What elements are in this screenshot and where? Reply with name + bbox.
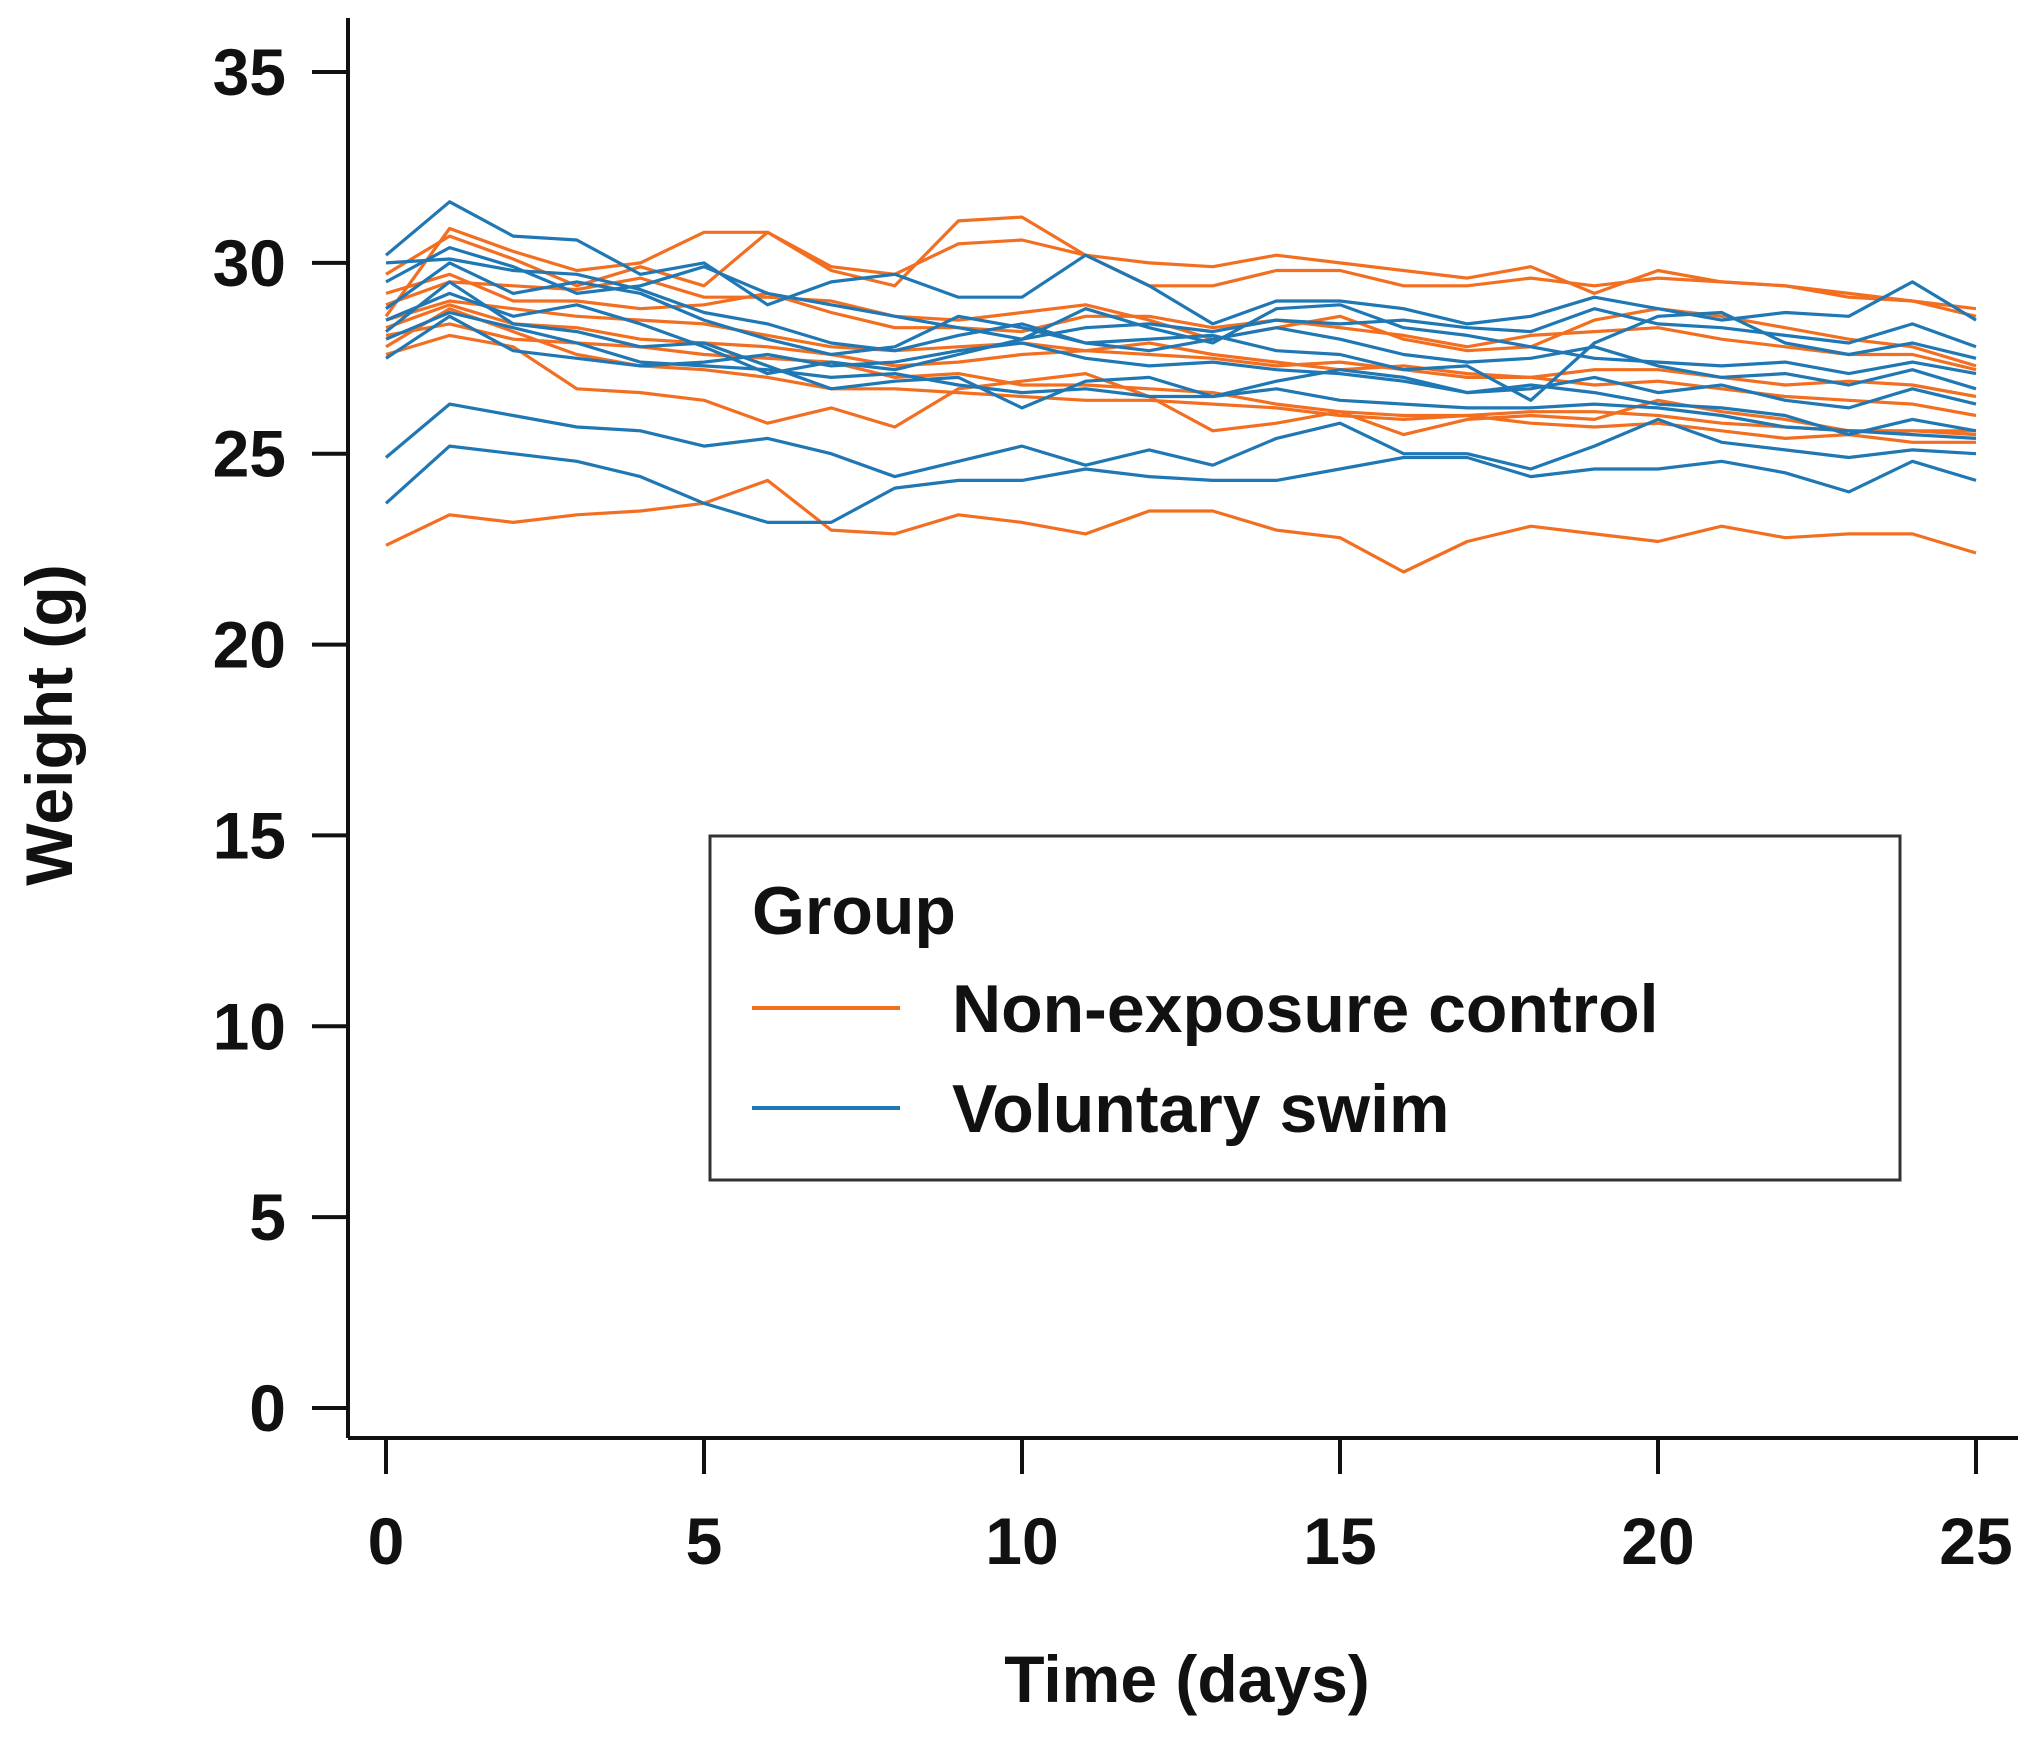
x-tick-label-15: 15 xyxy=(1303,1504,1376,1578)
x-tick-label-0: 0 xyxy=(368,1504,405,1578)
series-line-voluntary-swim-14 xyxy=(385,246,1977,349)
series-line-voluntary-swim-15 xyxy=(385,261,1977,391)
x-axis-title: Time (days) xyxy=(1004,1642,1370,1716)
series-line-voluntary-swim-16 xyxy=(385,280,1977,410)
y-tick-label-15: 15 xyxy=(213,798,286,872)
x-tick-label-10: 10 xyxy=(985,1504,1058,1578)
series-line-non-exposure-control-1 xyxy=(385,478,1977,574)
series-line-voluntary-swim-18 xyxy=(385,310,1977,440)
series-line-voluntary-swim-19 xyxy=(385,291,1977,376)
series-line-voluntary-swim-13 xyxy=(384,200,1977,326)
y-tick-label-10: 10 xyxy=(213,989,286,1063)
series-line-non-exposure-control-6 xyxy=(385,299,1977,399)
series-line-voluntary-swim-20 xyxy=(385,257,1977,402)
series-line-non-exposure-control-2 xyxy=(385,333,1977,437)
y-tick-label-20: 20 xyxy=(213,608,286,682)
series-line-voluntary-swim-12 xyxy=(384,402,1977,479)
x-tick-label-5: 5 xyxy=(686,1504,723,1578)
series-line-voluntary-swim-11 xyxy=(384,444,1977,525)
legend-title: Group xyxy=(752,873,956,949)
series-lines xyxy=(384,200,1977,574)
y-axis-title: Weight (g) xyxy=(12,564,86,885)
y-tick-label-0: 0 xyxy=(249,1371,286,1445)
legend-label-voluntary-swim: Voluntary swim xyxy=(952,1071,1450,1147)
x-tick-label-25: 25 xyxy=(1939,1504,2012,1578)
series-line-non-exposure-control-9 xyxy=(385,272,1977,372)
y-tick-label-5: 5 xyxy=(249,1180,286,1254)
legend: Group Non-exposure control Voluntary swi… xyxy=(708,834,1902,1182)
legend-label-non-exposure-control: Non-exposure control xyxy=(952,971,1659,1047)
x-tick-label-20: 20 xyxy=(1621,1504,1694,1578)
series-line-voluntary-swim-17 xyxy=(385,314,1977,437)
x-axis-ticks: 0 5 10 15 20 25 xyxy=(368,1438,2013,1578)
y-tick-label-35: 35 xyxy=(213,35,286,109)
series-line-non-exposure-control-7 xyxy=(385,322,1976,444)
series-line-non-exposure-control-4 xyxy=(385,230,1977,318)
legend-box xyxy=(708,834,1902,1182)
y-axis-ticks: 0 5 10 15 20 25 30 35 xyxy=(213,35,348,1445)
y-tick-label-30: 30 xyxy=(213,226,286,300)
y-tick-label-25: 25 xyxy=(213,417,286,491)
